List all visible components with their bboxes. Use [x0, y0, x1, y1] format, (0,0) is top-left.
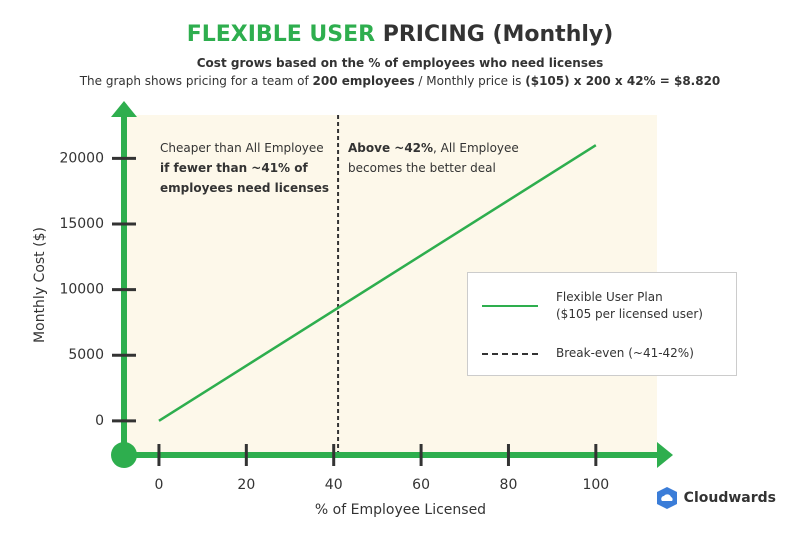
y-axis-arrow [111, 101, 137, 117]
legend-label: Flexible User Plan ($105 per licensed us… [556, 290, 703, 321]
brand: Cloudwards [656, 486, 776, 510]
x-axis-label: % of Employee Licensed [315, 502, 486, 518]
brand-icon [656, 487, 677, 509]
annotation: Above ~42%, All Employee becomes the bet… [348, 138, 519, 178]
text-part: / Monthly price is [414, 74, 526, 88]
brand-name: Cloudwards [683, 490, 776, 506]
text-part: if fewer than ~41% of employees need lic… [160, 161, 330, 195]
text-part: The graph shows pricing for a team of [79, 74, 313, 88]
text-part: PRICING (Monthly) [375, 22, 614, 47]
subtitle: Cost grows based on the % of employees w… [196, 56, 604, 70]
x-tick-label: 60 [412, 477, 430, 493]
text-part: 200 employees [312, 74, 415, 88]
y-axis-label: Monthly Cost ($) [32, 227, 48, 343]
y-tick-label: 15000 [59, 216, 104, 232]
subtitle-detail: The graph shows pricing for a team of 20… [0, 74, 800, 88]
y-tick-label: 20000 [59, 150, 104, 166]
legend-swatch [482, 305, 538, 307]
series-line [158, 144, 597, 422]
text-part: Cheaper than All Employee [160, 141, 324, 155]
x-tick-label: 0 [154, 477, 163, 493]
x-tick-label: 100 [582, 477, 609, 493]
annotation: Cheaper than All Employee if fewer than … [160, 138, 329, 198]
legend: Flexible User Plan ($105 per licensed us… [467, 272, 737, 376]
legend-label: Break-even (~41-42%) [556, 346, 694, 360]
text-part: FLEXIBLE USER [186, 22, 376, 47]
legend-entry: Flexible User Plan ($105 per licensed us… [482, 289, 703, 323]
x-tick-label: 20 [237, 477, 255, 493]
chart-title: FLEXIBLE USER PRICING (Monthly) [0, 22, 800, 47]
y-tick-label: 0 [95, 413, 104, 429]
legend-entry: Break-even (~41-42%) [482, 345, 694, 362]
text-part: ($105) x 200 x 42% = $8.820 [525, 74, 721, 88]
axis-origin [111, 442, 137, 468]
x-axis-arrow [657, 442, 673, 468]
y-tick-label: 10000 [59, 282, 104, 298]
legend-swatch [482, 352, 538, 355]
x-tick-label: 80 [500, 477, 518, 493]
text-part: Above ~42% [348, 141, 434, 155]
y-tick-label: 5000 [68, 347, 104, 363]
x-tick-label: 40 [325, 477, 343, 493]
text-part: , All Employee becomes the better deal [348, 141, 519, 175]
